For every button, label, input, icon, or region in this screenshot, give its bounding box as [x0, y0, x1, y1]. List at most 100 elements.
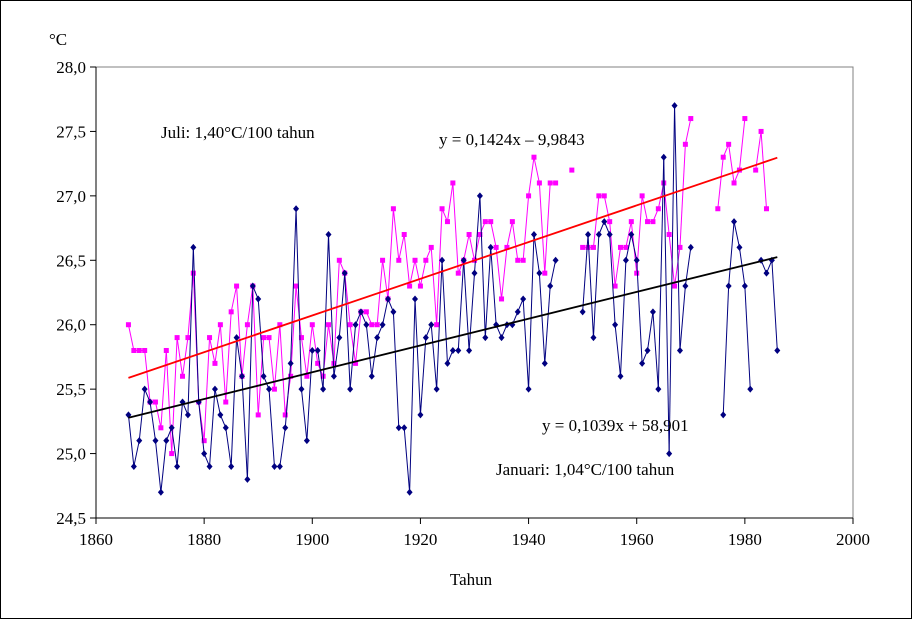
trendline-0: [128, 156, 778, 379]
series-line-segment: [214, 389, 221, 416]
series-line-segment: [382, 298, 389, 325]
series-line-segment: [771, 260, 778, 351]
series-line-segment: [538, 182, 546, 274]
data-point: [590, 244, 596, 250]
data-point: [482, 334, 489, 342]
data-point: [401, 424, 408, 432]
series-line-segment: [365, 324, 373, 377]
series-line-segment: [446, 182, 454, 222]
data-point: [384, 295, 391, 303]
data-point: [374, 334, 381, 342]
data-point: [238, 372, 245, 380]
series-line-segment: [538, 273, 546, 364]
data-point: [720, 411, 727, 419]
data-point: [347, 322, 353, 328]
data-point: [666, 232, 672, 238]
data-point: [487, 243, 494, 251]
series-line-segment: [674, 247, 681, 287]
data-point: [449, 346, 456, 354]
data-point: [303, 437, 310, 445]
series-line-segment: [592, 234, 600, 338]
data-point: [741, 282, 748, 290]
data-point: [715, 206, 721, 212]
data-point: [660, 153, 667, 161]
data-point: [184, 411, 191, 419]
data-point: [136, 437, 143, 445]
series-line-segment: [349, 324, 357, 390]
data-point: [314, 346, 321, 354]
data-point: [330, 372, 337, 380]
series-line-segment: [214, 324, 221, 364]
data-point: [260, 372, 267, 380]
data-point: [234, 283, 240, 289]
data-point: [163, 347, 169, 353]
series-line-segment: [463, 260, 470, 351]
series-line-segment: [549, 260, 557, 287]
januari-rate-annotation: Januari: 1,04°C/100 tahun: [496, 460, 675, 479]
series-line-segment: [684, 118, 692, 145]
series-line-segment: [728, 144, 735, 184]
series-line-segment: [203, 337, 211, 441]
data-point: [525, 385, 532, 393]
data-point: [687, 243, 694, 251]
series-line-segment: [755, 131, 762, 171]
data-point: [634, 270, 640, 276]
series-line-segment: [290, 208, 297, 364]
series-line-segment: [501, 247, 508, 299]
series-line-segment: [582, 234, 589, 312]
data-point: [504, 244, 510, 250]
data-point: [542, 270, 548, 276]
data-point: [412, 295, 419, 303]
data-point: [223, 399, 229, 405]
series-line-segment: [171, 427, 178, 467]
data-point: [130, 462, 137, 470]
data-point: [185, 335, 191, 341]
data-point: [336, 334, 343, 342]
series-line-segment: [528, 234, 535, 390]
series-line-segment: [738, 118, 746, 171]
data-point: [174, 335, 180, 341]
series-line-segment: [430, 324, 438, 390]
data-point: [731, 218, 738, 226]
y-axis-label: °C: [49, 30, 67, 49]
series-line-segment: [160, 350, 167, 428]
data-point: [676, 346, 683, 354]
data-point: [326, 322, 332, 328]
data-point: [228, 309, 234, 315]
data-point: [444, 359, 451, 367]
series-line-segment: [236, 286, 243, 377]
data-point: [499, 296, 505, 302]
data-point: [471, 269, 478, 277]
y-tick-label: 26,0: [56, 316, 86, 335]
data-point: [217, 322, 223, 328]
series-line-segment: [306, 350, 313, 441]
data-point: [304, 373, 310, 379]
data-point: [266, 335, 272, 341]
series-line-segment: [246, 285, 254, 325]
data-point: [228, 462, 235, 470]
data-point: [428, 321, 435, 329]
data-point: [282, 424, 289, 432]
series-line-segment: [333, 337, 340, 377]
data-point: [736, 243, 743, 251]
series-line-segment: [209, 389, 216, 467]
data-point: [726, 141, 732, 147]
y-tick-label: 24,5: [56, 509, 86, 528]
data-point: [460, 256, 467, 264]
series-line-segment: [241, 376, 248, 480]
data-point: [298, 335, 304, 341]
series-line-segment: [230, 337, 238, 467]
data-point: [477, 232, 483, 238]
series-line-segment: [333, 260, 340, 364]
series-line-segment: [728, 221, 735, 287]
data-point: [666, 450, 673, 458]
data-point: [428, 244, 434, 250]
data-point: [530, 231, 537, 239]
data-point: [152, 437, 159, 445]
data-point: [163, 437, 170, 445]
series-line-segment: [484, 247, 492, 338]
data-point: [590, 334, 597, 342]
x-tick-label: 2000: [836, 530, 870, 549]
series-line-segment: [300, 337, 308, 377]
